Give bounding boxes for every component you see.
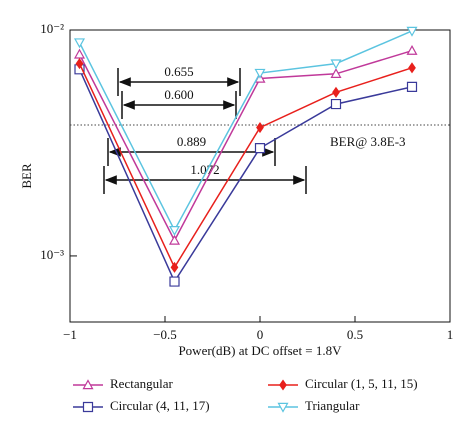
marker: [406, 44, 418, 55]
span-label: 0.600: [164, 87, 193, 102]
legend-marker: [279, 379, 287, 391]
legend-marker: [277, 402, 289, 413]
series-line: [78, 30, 413, 232]
x-tick-label: −0.5: [153, 327, 177, 342]
legend-label: Circular (1, 5, 11, 15): [305, 376, 418, 391]
legend-label: Circular (4, 11, 17): [110, 398, 210, 413]
y-tick-label: 10⁻³: [40, 247, 64, 262]
marker: [406, 81, 418, 92]
marker: [254, 143, 266, 154]
span-label: 1.072: [190, 162, 219, 177]
span-label: 0.655: [164, 64, 193, 79]
marker: [332, 86, 340, 98]
legend-label: Rectangular: [110, 376, 173, 391]
marker: [408, 62, 416, 74]
marker: [406, 26, 418, 37]
x-tick-label: 1: [447, 327, 454, 342]
span-label: 0.889: [177, 134, 206, 149]
marker: [73, 48, 86, 59]
x-tick-label: 0: [257, 327, 264, 342]
marker: [330, 59, 342, 70]
marker: [330, 98, 342, 110]
x-tick-label: −1: [63, 327, 77, 342]
series-line: [78, 68, 413, 284]
marker: [254, 68, 266, 79]
marker: [330, 68, 342, 78]
series-line: [78, 63, 413, 269]
marker: [256, 122, 264, 134]
y-tick-label: 10⁻²: [40, 21, 64, 36]
marker: [168, 234, 181, 245]
marker: [170, 261, 179, 273]
x-tick-label: 0.5: [347, 327, 363, 342]
marker: [75, 58, 84, 70]
threshold-label: BER@ 3.8E-3: [330, 134, 406, 149]
legend-marker: [82, 379, 94, 390]
legend-marker: [82, 401, 94, 413]
marker: [169, 276, 180, 287]
marker: [168, 225, 181, 236]
legend-label: Triangular: [305, 398, 360, 413]
y-axis-label: BER: [19, 163, 34, 189]
x-axis-label: Power(dB) at DC offset = 1.8V: [178, 343, 342, 358]
marker: [73, 38, 86, 49]
